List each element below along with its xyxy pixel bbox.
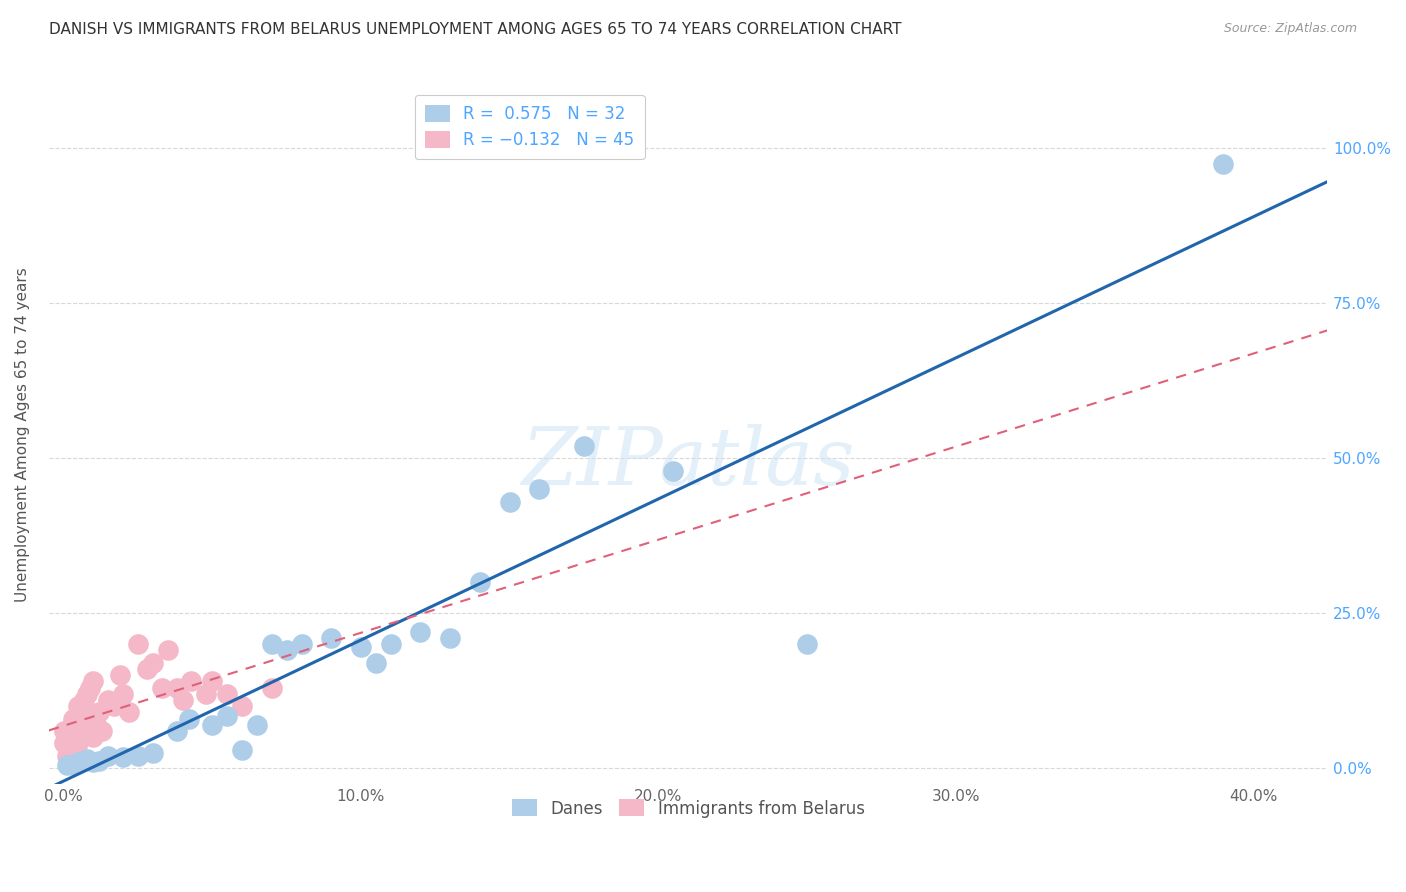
Point — [70, 724, 93, 739]
Point — [70, 706, 93, 720]
Text: Source: ZipAtlas.com: Source: ZipAtlas.com — [1223, 22, 1357, 36]
Point — [118, 706, 141, 720]
Text: ZIPatlas: ZIPatlas — [522, 425, 855, 501]
Point — [290, 637, 312, 651]
Point — [108, 668, 131, 682]
Point — [201, 718, 224, 732]
Point — [103, 699, 125, 714]
Point — [67, 699, 90, 714]
Point — [439, 631, 461, 645]
Point — [246, 718, 269, 732]
Point — [127, 637, 149, 651]
Point — [217, 687, 239, 701]
Point — [67, 736, 90, 750]
Point — [180, 674, 202, 689]
Point — [62, 746, 84, 760]
Point — [231, 699, 253, 714]
Point — [350, 640, 373, 655]
Point — [529, 483, 551, 497]
Point — [135, 662, 157, 676]
Point — [76, 687, 98, 701]
Point — [498, 494, 520, 508]
Point — [79, 681, 101, 695]
Point — [260, 637, 283, 651]
Point — [76, 752, 98, 766]
Point — [62, 758, 84, 772]
Point — [177, 712, 200, 726]
Point — [156, 643, 179, 657]
Point — [65, 739, 87, 754]
Point — [166, 724, 188, 739]
Point — [52, 736, 75, 750]
Point — [572, 439, 595, 453]
Point — [79, 708, 101, 723]
Point — [82, 674, 104, 689]
Point — [1212, 157, 1234, 171]
Point — [62, 712, 84, 726]
Point — [380, 637, 402, 651]
Point — [55, 731, 77, 745]
Point — [166, 681, 188, 695]
Point — [364, 656, 387, 670]
Point — [86, 718, 108, 732]
Point — [52, 724, 75, 739]
Point — [55, 758, 77, 772]
Point — [58, 721, 80, 735]
Point — [276, 643, 298, 657]
Point — [142, 656, 165, 670]
Point — [662, 464, 685, 478]
Point — [409, 624, 432, 639]
Point — [67, 755, 90, 769]
Point — [142, 746, 165, 760]
Point — [91, 724, 114, 739]
Point — [321, 631, 343, 645]
Point — [112, 687, 135, 701]
Point — [260, 681, 283, 695]
Point — [97, 693, 120, 707]
Point — [89, 754, 111, 768]
Point — [201, 674, 224, 689]
Point — [796, 637, 818, 651]
Point — [127, 748, 149, 763]
Point — [89, 706, 111, 720]
Point — [73, 693, 96, 707]
Point — [172, 693, 194, 707]
Point — [468, 575, 491, 590]
Point — [150, 681, 173, 695]
Y-axis label: Unemployment Among Ages 65 to 74 years: Unemployment Among Ages 65 to 74 years — [15, 268, 30, 602]
Point — [97, 748, 120, 763]
Point — [112, 750, 135, 764]
Text: DANISH VS IMMIGRANTS FROM BELARUS UNEMPLOYMENT AMONG AGES 65 TO 74 YEARS CORRELA: DANISH VS IMMIGRANTS FROM BELARUS UNEMPL… — [49, 22, 901, 37]
Point — [76, 718, 98, 732]
Legend: Danes, Immigrants from Belarus: Danes, Immigrants from Belarus — [505, 793, 872, 824]
Point — [55, 748, 77, 763]
Point — [82, 755, 104, 769]
Point — [65, 718, 87, 732]
Point — [217, 708, 239, 723]
Point — [67, 712, 90, 726]
Point — [82, 731, 104, 745]
Point — [62, 731, 84, 745]
Point — [73, 727, 96, 741]
Point — [195, 687, 218, 701]
Point — [58, 742, 80, 756]
Point — [231, 742, 253, 756]
